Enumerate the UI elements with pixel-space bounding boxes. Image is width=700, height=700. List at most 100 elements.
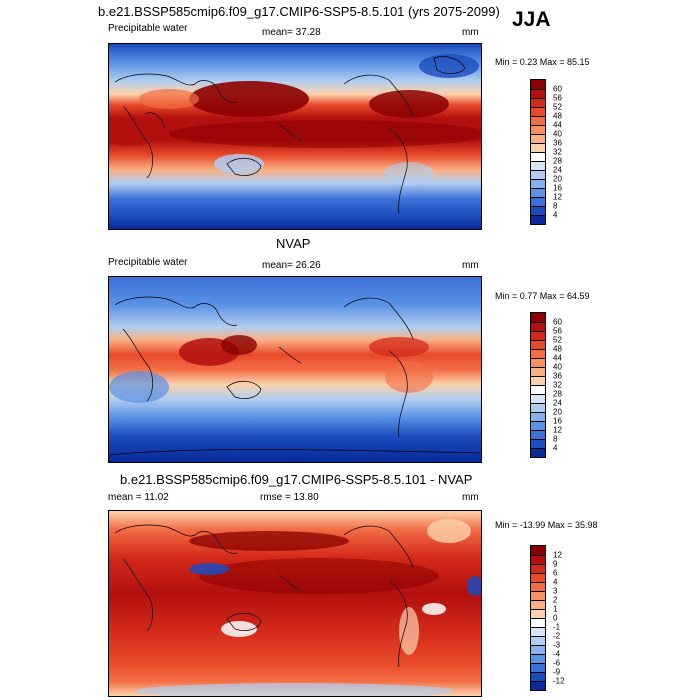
colorbar-tick-label: 8 (553, 201, 558, 211)
colorbar-segment (531, 331, 545, 340)
colorbar-segment (531, 116, 545, 125)
colorbar-tick-label: 6 (553, 568, 558, 578)
colorbar-segment (531, 376, 545, 385)
colorbar-tick-label: 24 (553, 165, 562, 175)
colorbar-segment (531, 555, 545, 564)
colorbar-tick-label: 8 (553, 434, 558, 444)
colorbar-tick-label: 16 (553, 416, 562, 426)
colorbar-tick-label: 56 (553, 93, 562, 103)
colorbar-tick-label: 60 (553, 84, 562, 94)
colorbar-tick-label: -1 (553, 622, 561, 632)
colorbar-tick-label: 56 (553, 326, 562, 336)
colorbar-segment (531, 340, 545, 349)
colorbar-tick-label: -12 (553, 676, 565, 686)
colorbar-segment (531, 573, 545, 582)
panel3-colorbar: 12 9 6 4 3 2 1 0 -1 -2 -3 -4 -6 -9 -12 (530, 545, 565, 691)
colorbar-tick-label: -2 (553, 631, 561, 641)
colorbar-tick-label: -6 (553, 658, 561, 668)
colorbar-segment (531, 600, 545, 609)
colorbar-tick-label: 12 (553, 192, 562, 202)
colorbar-tick-label: -4 (553, 649, 561, 659)
colorbar-segment (531, 439, 545, 448)
colorbar-segment (531, 654, 545, 663)
panel2-colorbar: 60 56 52 48 44 40 36 32 28 24 20 16 12 8 4 (530, 312, 562, 458)
colorbar-tick-label: 36 (553, 371, 562, 381)
colorbar-segment (531, 394, 545, 403)
colorbar-tick-label: 12 (553, 550, 562, 560)
colorbar-segment (531, 591, 545, 600)
colorbar-segment (531, 645, 545, 654)
colorbar-segment (531, 448, 545, 457)
colorbar-tick-label: 4 (553, 210, 558, 220)
panel1-title: b.e21.BSSP585cmip6.f09_g17.CMIP6-SSP5-8.… (98, 4, 500, 19)
colorbar-segment (531, 134, 545, 143)
colorbar-tick-label: -9 (553, 667, 561, 677)
colorbar-segment (531, 89, 545, 98)
colorbar-segment (531, 125, 545, 134)
colorbar-tick-label: 4 (553, 577, 558, 587)
panel2-variable-label: Precipitable water (108, 257, 188, 268)
colorbar-segment (531, 322, 545, 331)
colorbar-segment (531, 421, 545, 430)
panel2-title: NVAP (276, 236, 311, 251)
colorbar-tick-label: 12 (553, 425, 562, 435)
colorbar-tick-label: 0 (553, 613, 558, 623)
colorbar-segment (531, 197, 545, 206)
colorbar-tick-label: 52 (553, 335, 562, 345)
colorbar-segment (531, 80, 545, 89)
colorbar-tick-label: 40 (553, 362, 562, 372)
colorbar-segment (531, 636, 545, 645)
panel1-units-label: mm (462, 27, 479, 38)
colorbar-tick-label: 60 (553, 317, 562, 327)
colorbar-segment (531, 618, 545, 627)
colorbar-segment (531, 385, 545, 394)
colorbar-segment (531, 215, 545, 224)
panel3-minmax: Min = -13.99 Max = 35.98 (495, 520, 598, 530)
colorbar-segment (531, 98, 545, 107)
panel1-mean-label: mean= 37.28 (262, 27, 321, 38)
panel3-rmse-label: rmse = 13.80 (260, 492, 319, 503)
panel3-units-label: mm (462, 492, 479, 503)
colorbar-segment (531, 412, 545, 421)
colorbar-segment (531, 179, 545, 188)
colorbar-tick-label: 48 (553, 344, 562, 354)
colorbar-tick-label: 48 (553, 111, 562, 121)
panel2-minmax: Min = 0.77 Max = 64.59 (495, 291, 590, 301)
colorbar-tick-label: 28 (553, 156, 562, 166)
colorbar-tick-label: -3 (553, 640, 561, 650)
colorbar-segment (531, 170, 545, 179)
colorbar-tick-label: 28 (553, 389, 562, 399)
season-label: JJA (512, 8, 551, 31)
panel1-variable-label: Precipitable water (108, 23, 188, 34)
colorbar-tick-label: 52 (553, 102, 562, 112)
panel2-units-label: mm (462, 260, 479, 271)
colorbar-segment (531, 564, 545, 573)
colorbar-segment (531, 681, 545, 690)
colorbar-segment (531, 367, 545, 376)
panel2-mean-label: mean= 26.26 (262, 260, 321, 271)
colorbar-segment (531, 672, 545, 681)
colorbar-segment (531, 627, 545, 636)
colorbar-tick-label: 4 (553, 443, 558, 453)
colorbar-tick-label: 2 (553, 595, 558, 605)
colorbar-segment (531, 358, 545, 367)
panel1-minmax: Min = 0.23 Max = 85.15 (495, 57, 590, 67)
colorbar-tick-label: 20 (553, 174, 562, 184)
panel1-map (108, 43, 482, 230)
panel3-map (108, 510, 482, 697)
colorbar-tick-label: 20 (553, 407, 562, 417)
colorbar-tick-label: 1 (553, 604, 558, 614)
colorbar-segment (531, 403, 545, 412)
colorbar-segment (531, 152, 545, 161)
colorbar-tick-label: 9 (553, 559, 558, 569)
panel2-map (108, 276, 482, 463)
colorbar-segment (531, 430, 545, 439)
colorbar-segment (531, 206, 545, 215)
panel3-mean-label: mean = 11.02 (108, 492, 169, 503)
colorbar-segment (531, 663, 545, 672)
colorbar-tick-label: 3 (553, 586, 558, 596)
colorbar-tick-label: 40 (553, 129, 562, 139)
colorbar-segment (531, 609, 545, 618)
colorbar-tick-label: 24 (553, 398, 562, 408)
colorbar-tick-label: 44 (553, 353, 562, 363)
